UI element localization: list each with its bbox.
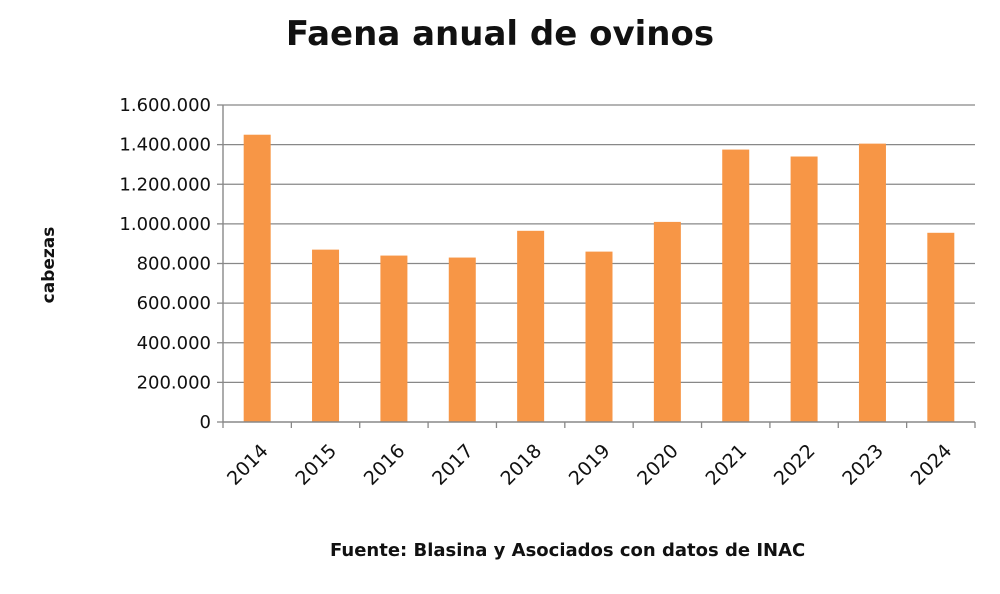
bar-2014	[243, 134, 271, 422]
bar-2015	[312, 249, 340, 422]
axes	[217, 104, 976, 428]
x-tick-label: 2015	[291, 440, 341, 490]
x-tick-label: 2020	[633, 440, 683, 490]
y-tick-label: 400.000	[137, 333, 211, 354]
x-tick-label: 2023	[838, 440, 888, 490]
bar-2020	[653, 221, 681, 422]
chart-source: Fuente: Blasina y Asociados con datos de…	[330, 540, 806, 561]
bar-2017	[448, 257, 476, 422]
x-tick-label: 2022	[770, 440, 820, 490]
x-axis-tick-labels: 2014 2015 2016 2017 2018 2019 2020 2021 2022 2023…	[223, 440, 956, 490]
bar-2023	[858, 143, 886, 422]
x-tick-label: 2021	[702, 440, 752, 490]
bar-2018	[517, 230, 545, 422]
bar-2021	[722, 149, 750, 422]
y-tick-label: 200.000	[137, 372, 211, 393]
y-tick-label: 1.600.000	[119, 95, 211, 116]
y-axis-title: cabezas	[39, 227, 59, 304]
x-tick-label: 2018	[496, 440, 546, 490]
x-tick-label: 2024	[907, 440, 957, 490]
bar-2016	[380, 255, 408, 422]
y-tick-label: 0	[200, 412, 211, 433]
y-axis-tick-labels: 0 200.000 400.000 600.000 800.000 1.000.000 1.…	[119, 95, 211, 433]
bars	[243, 134, 955, 422]
y-tick-label: 1.200.000	[119, 174, 211, 195]
bar-2019	[585, 251, 613, 422]
chart-title: Faena anual de ovinos	[285, 14, 715, 54]
bar-2024	[927, 232, 955, 422]
x-tick-label: 2017	[428, 440, 478, 490]
x-tick-label: 2014	[223, 440, 273, 490]
x-tick-label: 2016	[360, 440, 410, 490]
x-tick-label: 2019	[565, 440, 615, 490]
y-tick-label: 1.000.000	[119, 214, 211, 235]
y-tick-label: 1.400.000	[119, 135, 211, 156]
bar-2022	[790, 156, 818, 422]
y-tick-label: 800.000	[137, 254, 211, 275]
y-tick-label: 600.000	[137, 293, 211, 314]
